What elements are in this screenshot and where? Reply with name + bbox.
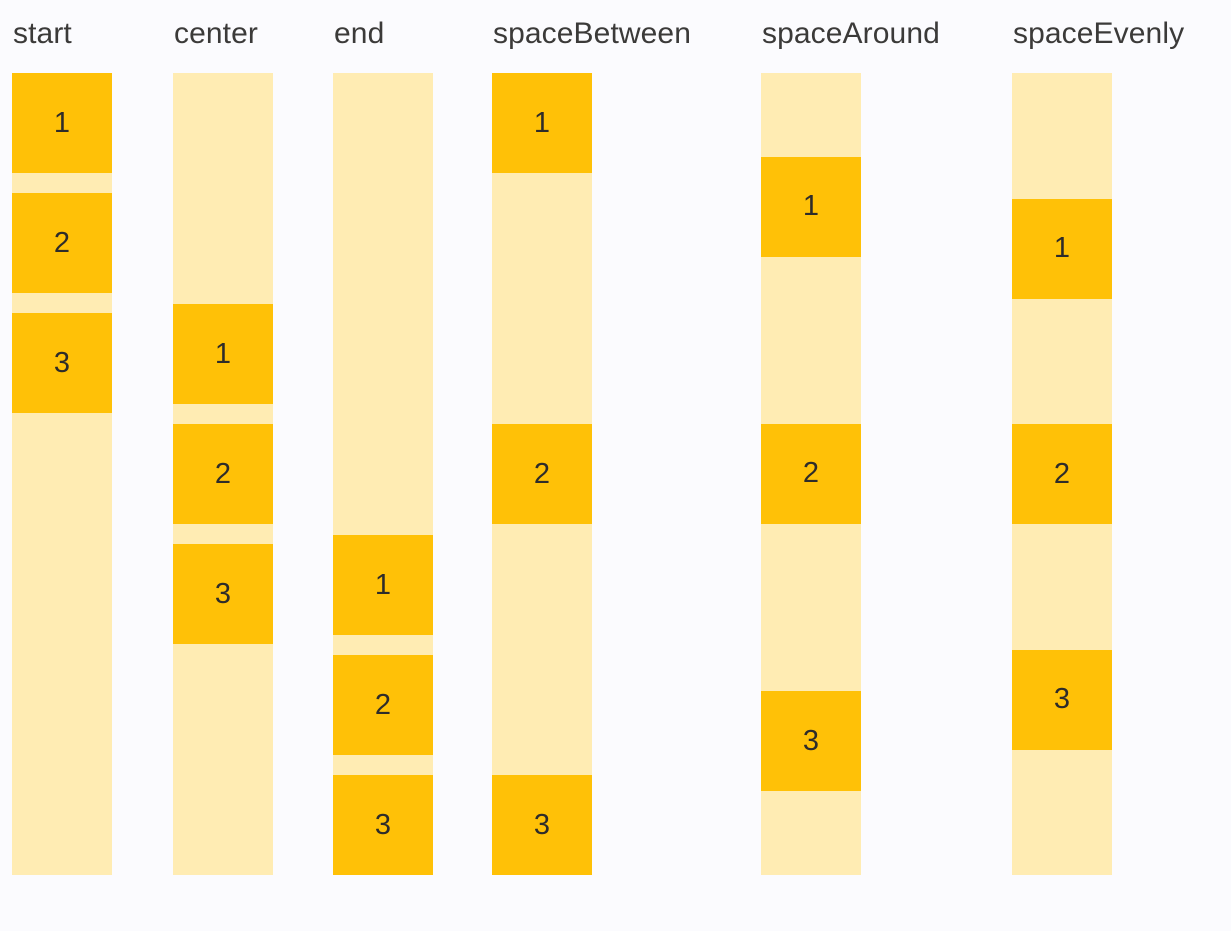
box-number: 1: [802, 190, 820, 223]
flex-item-box: 2: [12, 193, 112, 293]
flex-item-box: 2: [492, 424, 592, 524]
box-number: 1: [374, 568, 392, 601]
flex-item-box: 3: [761, 691, 861, 792]
box-number: 2: [53, 226, 71, 259]
flex-item-box: 3: [492, 775, 592, 875]
column-label-end: end: [334, 17, 385, 50]
flex-item-box: 3: [12, 313, 112, 413]
column-label-spaceAround: spaceAround: [762, 17, 940, 50]
box-number: 1: [53, 106, 71, 139]
track-spaceAround: 1 2 3: [761, 73, 861, 875]
box-number: 2: [214, 457, 232, 490]
column-label-spaceBetween: spaceBetween: [493, 17, 692, 50]
track-end: 1 2 3: [333, 73, 433, 875]
box-number: 2: [533, 457, 551, 490]
box-number: 2: [802, 457, 820, 490]
box-number: 1: [1053, 232, 1071, 264]
box-number: 2: [1053, 457, 1071, 490]
flex-item-box: 3: [333, 775, 433, 875]
box-number: 3: [214, 577, 232, 610]
flex-item-box: 3: [173, 544, 273, 644]
box-number: 3: [53, 346, 71, 379]
flex-item-box: 1: [761, 156, 861, 257]
column-label-spaceEvenly: spaceEvenly: [1013, 17, 1185, 50]
flex-item-box: 2: [333, 655, 433, 755]
column-label-start: start: [13, 17, 72, 50]
column-label-center: center: [174, 17, 258, 50]
box-number: 3: [802, 724, 820, 757]
track-spaceEvenly: 1 2 3: [1012, 73, 1112, 875]
flex-item-box: 1: [12, 73, 112, 173]
flex-item-box: 1: [173, 304, 273, 404]
box-number: 2: [374, 688, 392, 721]
box-number: 3: [374, 808, 392, 841]
track-spaceBetween: 1 2 3: [492, 73, 592, 875]
flex-item-box: 3: [1012, 649, 1112, 750]
box-number: 3: [1053, 683, 1071, 715]
track-start: 1 2 3: [12, 73, 112, 875]
box-number: 1: [533, 106, 551, 139]
flex-item-box: 1: [492, 73, 592, 173]
flex-item-box: 2: [1012, 424, 1112, 524]
box-number: 1: [214, 337, 232, 370]
flex-item-box: 2: [173, 424, 273, 524]
flex-item-box: 1: [333, 535, 433, 635]
track-center: 1 2 3: [173, 73, 273, 875]
flex-item-box: 1: [1012, 198, 1112, 299]
flex-item-box: 2: [761, 423, 861, 524]
box-number: 3: [533, 808, 551, 841]
